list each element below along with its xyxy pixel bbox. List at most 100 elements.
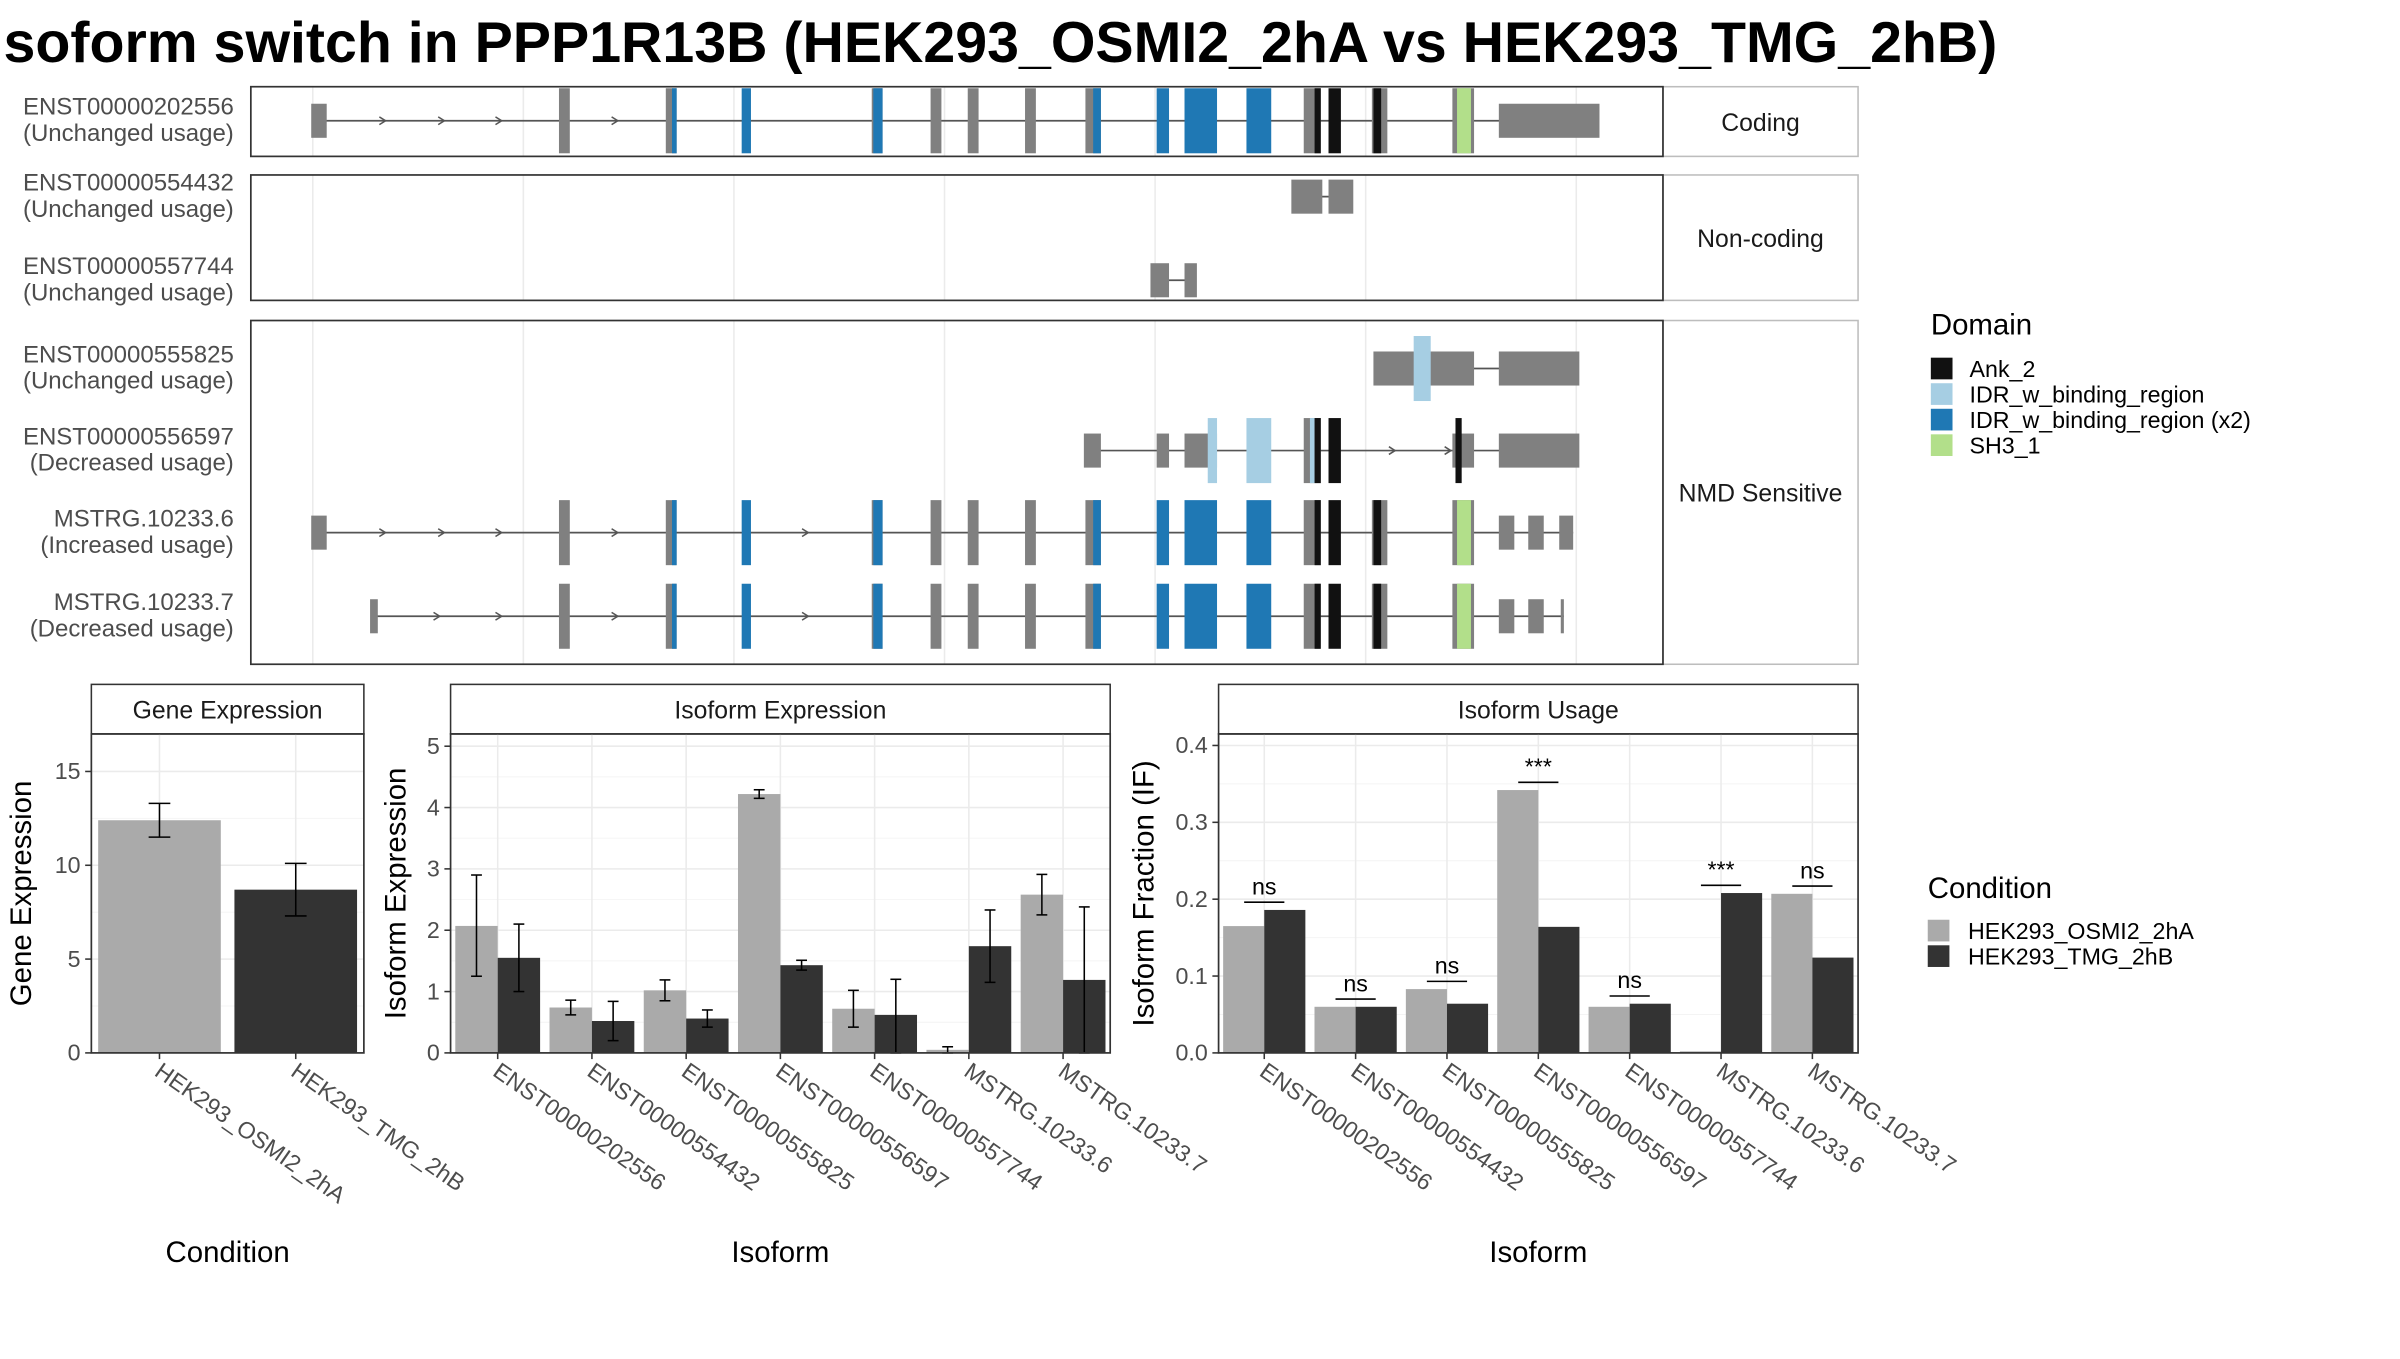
facet-strip — [1662, 174, 1859, 302]
legend-label: IDR_w_binding_region — [1970, 382, 2205, 408]
x-tick-label: ENST00000556597 — [771, 1057, 953, 1195]
exon-block — [665, 583, 677, 649]
bar — [1538, 926, 1580, 1053]
domain-block-idr — [1413, 336, 1431, 402]
transcript-row: MSTRG.10233.7(Decreased usage) — [30, 583, 1564, 649]
transcript-usage-label: (Unchanged usage) — [23, 196, 234, 223]
direction-arrow — [437, 116, 446, 126]
domain-block-idr — [1207, 418, 1218, 484]
exon-block — [967, 88, 979, 154]
exon-block — [967, 500, 979, 566]
domain-block-ank — [1328, 418, 1341, 484]
direction-arrow — [433, 611, 442, 621]
exon-block — [1498, 515, 1515, 550]
legend-label: HEK293_OSMI2_2hA — [1968, 918, 2194, 944]
transcript-usage-label: (Decreased usage) — [30, 615, 234, 642]
exon-block — [558, 88, 570, 154]
bar — [1588, 1006, 1630, 1053]
domain-block-idr2 — [741, 583, 751, 649]
exon-block — [1083, 433, 1101, 468]
transcript-usage-label: (Decreased usage) — [30, 450, 234, 477]
domain-block-sh3 — [1457, 500, 1471, 566]
x-axis-title: Condition — [165, 1236, 289, 1269]
direction-arrow — [611, 611, 620, 621]
bar — [1264, 909, 1306, 1053]
exon-block — [1560, 599, 1564, 634]
facet-strip-label: NMD Sensitive — [1679, 481, 1843, 508]
exon-block — [370, 599, 378, 634]
exon-block — [1150, 263, 1170, 298]
domain-block-idr2 — [1093, 500, 1101, 566]
legend-label: HEK293_TMG_2hB — [1968, 944, 2173, 970]
exon-block — [1184, 263, 1197, 298]
domain-block-ank — [1314, 500, 1321, 566]
exon-block — [1498, 103, 1600, 138]
transcript-usage-label: (Unchanged usage) — [23, 120, 234, 147]
domain-block-idr2 — [1093, 583, 1101, 649]
legend-label: IDR_w_binding_region (x2) — [1970, 407, 2251, 433]
domain-block-ank — [1314, 88, 1321, 154]
facet-background — [250, 174, 1663, 301]
exon-block — [558, 500, 570, 566]
transcript-id-label: ENST00000202556 — [23, 94, 234, 121]
exon-block — [967, 583, 979, 649]
significance-label: ns — [1252, 873, 1277, 899]
transcript-row: ENST00000554432(Unchanged usage) — [23, 169, 1354, 223]
bar — [1721, 893, 1763, 1053]
domain-block-ank — [1328, 583, 1341, 649]
facet-strip — [1662, 85, 1859, 158]
transcript-row: MSTRG.10233.6(Increased usage) — [40, 500, 1574, 566]
legend-swatch — [1930, 357, 1953, 380]
bar — [1629, 1003, 1671, 1053]
bar — [1355, 1006, 1397, 1053]
x-tick-label: MSTRG.10233.6 — [1712, 1057, 1870, 1178]
y-tick-label: 0 — [427, 1040, 440, 1066]
x-tick-label: MSTRG.10233.7 — [1803, 1057, 1961, 1178]
domain-block-idr2 — [1156, 583, 1170, 649]
exon-block — [1559, 515, 1574, 550]
exon-block — [1528, 599, 1544, 634]
bar — [98, 820, 221, 1053]
domain-block-idr2 — [741, 88, 751, 154]
exon-block — [1498, 433, 1580, 468]
legend-label: SH3_1 — [1970, 433, 2041, 459]
significance-label: *** — [1707, 857, 1734, 883]
domain-block-sh3 — [1457, 583, 1471, 649]
y-tick-label: 2 — [427, 917, 440, 943]
transcript-id-label: ENST00000556597 — [23, 423, 234, 450]
panel-strip — [449, 683, 1111, 735]
domain-block-idr2 — [1246, 583, 1272, 649]
legend-swatch — [1927, 945, 1950, 967]
domain-block-ank — [1314, 418, 1321, 484]
domain-block-idr2 — [1156, 500, 1170, 566]
legend-swatch — [1930, 434, 1953, 456]
transcript-id-label: ENST00000554432 — [23, 169, 234, 196]
exon-block — [311, 103, 327, 138]
direction-arrow — [801, 528, 810, 538]
exon-block — [1025, 88, 1036, 154]
transcript-row: ENST00000202556(Unchanged usage) — [23, 88, 1600, 154]
domain-legend: Domain Ank_2IDR_w_binding_regionIDR_w_bin… — [1930, 308, 2251, 459]
exon-block — [1528, 515, 1544, 550]
figure-title: Isoform switch in PPP1R13B (HEK293_OSMI2… — [0, 11, 1997, 75]
x-axis-title: Isoform — [731, 1236, 829, 1269]
y-tick-label: 10 — [55, 852, 81, 878]
panel-isoform-usage: Isoform Usage ns ns ns *** ns *** ns 0.0 0.1 0.2 0.… — [1128, 683, 1961, 1269]
direction-arrow — [437, 528, 446, 538]
legends: Domain Ank_2IDR_w_binding_regionIDR_w_bin… — [1927, 308, 2251, 970]
domain-block-ank — [1455, 418, 1462, 484]
domain-block-idr2 — [672, 583, 677, 649]
exon-block — [1498, 351, 1580, 386]
facet-strip-label: Coding — [1721, 110, 1799, 137]
domain-block-ank — [1373, 583, 1382, 649]
x-tick-label: ENST00000202556 — [489, 1057, 671, 1195]
x-axis-title: Isoform — [1489, 1236, 1587, 1269]
transcript-usage-label: (Unchanged usage) — [23, 368, 234, 395]
exon-block — [930, 500, 942, 566]
exon-block — [930, 583, 942, 649]
bar — [1223, 926, 1265, 1053]
